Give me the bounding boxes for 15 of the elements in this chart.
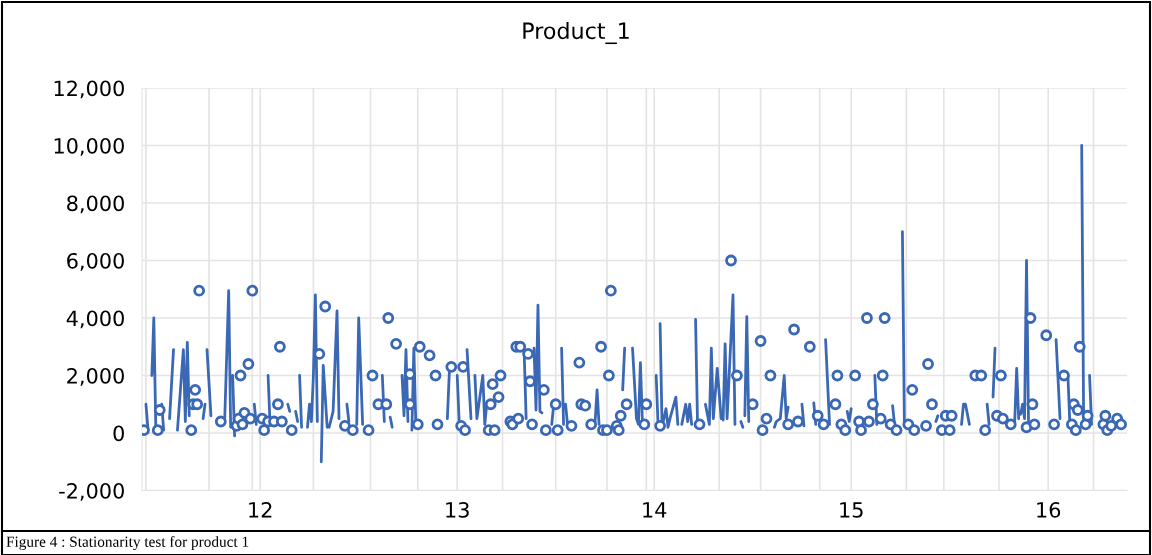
y-tick-label: 4,000 — [66, 310, 124, 329]
chart-title: Product_1 — [523, 21, 629, 45]
x-tick-label: 13 — [446, 501, 469, 518]
y-tick-label: 6,000 — [67, 252, 124, 271]
y-tick-label: -2,000 — [59, 482, 124, 501]
y-tick-label: 0 — [113, 425, 124, 442]
x-tick-label: 15 — [840, 502, 863, 518]
x-tick-label: 12 — [249, 501, 272, 518]
y-tick-label: 2,000 — [67, 367, 124, 386]
y-tick-label: 10,000 — [54, 137, 124, 156]
caption: Figure 4 : Stationarity test for product 1 — [6, 535, 249, 551]
x-tick-label: 14 — [643, 502, 667, 518]
x-tick-label: 16 — [1037, 501, 1061, 518]
y-tick-label: 8,000 — [67, 195, 124, 214]
y-tick-label: 12,000 — [54, 80, 124, 99]
